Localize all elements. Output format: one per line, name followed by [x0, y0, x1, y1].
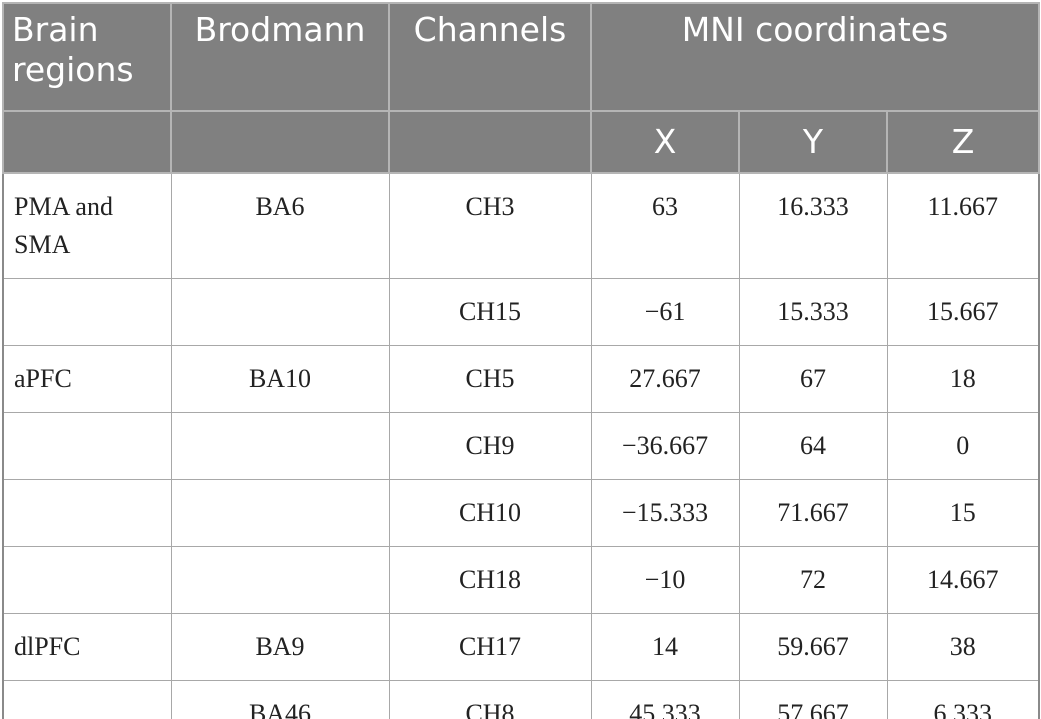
table-row: CH15 −61 15.333 15.667: [2, 278, 1040, 346]
table-cell: −36.667: [590, 412, 740, 480]
table-cell: CH8: [388, 680, 592, 719]
table-cell: 11.667: [886, 172, 1040, 279]
table-cell: CH10: [388, 479, 592, 547]
table-cell: aPFC: [2, 345, 172, 413]
header-cell: MNI coordinates: [590, 2, 1040, 112]
header-cell: Brain regions: [2, 2, 172, 112]
table-cell: PMA and SMA: [2, 172, 172, 279]
table-cell: BA10: [170, 345, 390, 413]
header-cell: [388, 110, 592, 174]
table-cell: BA9: [170, 613, 390, 681]
table-cell: 57.667: [738, 680, 888, 719]
table-cell: BA6: [170, 172, 390, 279]
table-cell: [2, 479, 172, 547]
table-cell: [2, 680, 172, 719]
table-cell: 38: [886, 613, 1040, 681]
table-cell: CH5: [388, 345, 592, 413]
table-cell: 15.333: [738, 278, 888, 346]
table-cell: 18: [886, 345, 1040, 413]
table-cell: 27.667: [590, 345, 740, 413]
table-row: CH9 −36.667 64 0: [2, 412, 1040, 480]
table-body: PMA and SMA BA6 CH3 63 16.333 11.667 CH15 −61 15…: [2, 172, 1040, 719]
header-row: X Y Z: [2, 110, 1040, 174]
table-row: BA46 CH8 45.333 57.667 6.333: [2, 680, 1040, 719]
table-cell: 6.333: [886, 680, 1040, 719]
header-row: Brain regions Brodmann Channels MNI coor…: [2, 2, 1040, 112]
header-cell: Y: [738, 110, 888, 174]
table-cell: CH17: [388, 613, 592, 681]
table-cell: −15.333: [590, 479, 740, 547]
table-cell: CH3: [388, 172, 592, 279]
table-cell: −10: [590, 546, 740, 614]
table-row: PMA and SMA BA6 CH3 63 16.333 11.667: [2, 172, 1040, 279]
table-row: dlPFC BA9 CH17 14 59.667 38: [2, 613, 1040, 681]
table-cell: 71.667: [738, 479, 888, 547]
table-cell: [2, 278, 172, 346]
table-cell: 15: [886, 479, 1040, 547]
table-cell: 67: [738, 345, 888, 413]
header-cell: Channels: [388, 2, 592, 112]
table-cell: 14: [590, 613, 740, 681]
table-cell: 0: [886, 412, 1040, 480]
table-cell: 59.667: [738, 613, 888, 681]
table-cell: dlPFC: [2, 613, 172, 681]
table-row: CH10 −15.333 71.667 15: [2, 479, 1040, 547]
table-header: Brain regions Brodmann Channels MNI coor…: [2, 2, 1040, 174]
table-row: CH18 −10 72 14.667: [2, 546, 1040, 614]
header-cell: [170, 110, 390, 174]
table-cell: CH9: [388, 412, 592, 480]
table-cell: [2, 546, 172, 614]
table-cell: 14.667: [886, 546, 1040, 614]
table-cell: [170, 479, 390, 547]
table-cell: [170, 546, 390, 614]
header-cell: Z: [886, 110, 1040, 174]
header-cell: Brodmann: [170, 2, 390, 112]
table-cell: 15.667: [886, 278, 1040, 346]
table-cell: CH18: [388, 546, 592, 614]
table-cell: −61: [590, 278, 740, 346]
table-cell: 72: [738, 546, 888, 614]
table-cell: CH15: [388, 278, 592, 346]
table-cell: [170, 412, 390, 480]
table-cell: 64: [738, 412, 888, 480]
table-cell: 45.333: [590, 680, 740, 719]
table-cell: [2, 412, 172, 480]
header-cell: [2, 110, 172, 174]
table-cell: 63: [590, 172, 740, 279]
header-cell: X: [590, 110, 740, 174]
table-row: aPFC BA10 CH5 27.667 67 18: [2, 345, 1040, 413]
table-cell: [170, 278, 390, 346]
table-cell: 16.333: [738, 172, 888, 279]
table-cell: BA46: [170, 680, 390, 719]
